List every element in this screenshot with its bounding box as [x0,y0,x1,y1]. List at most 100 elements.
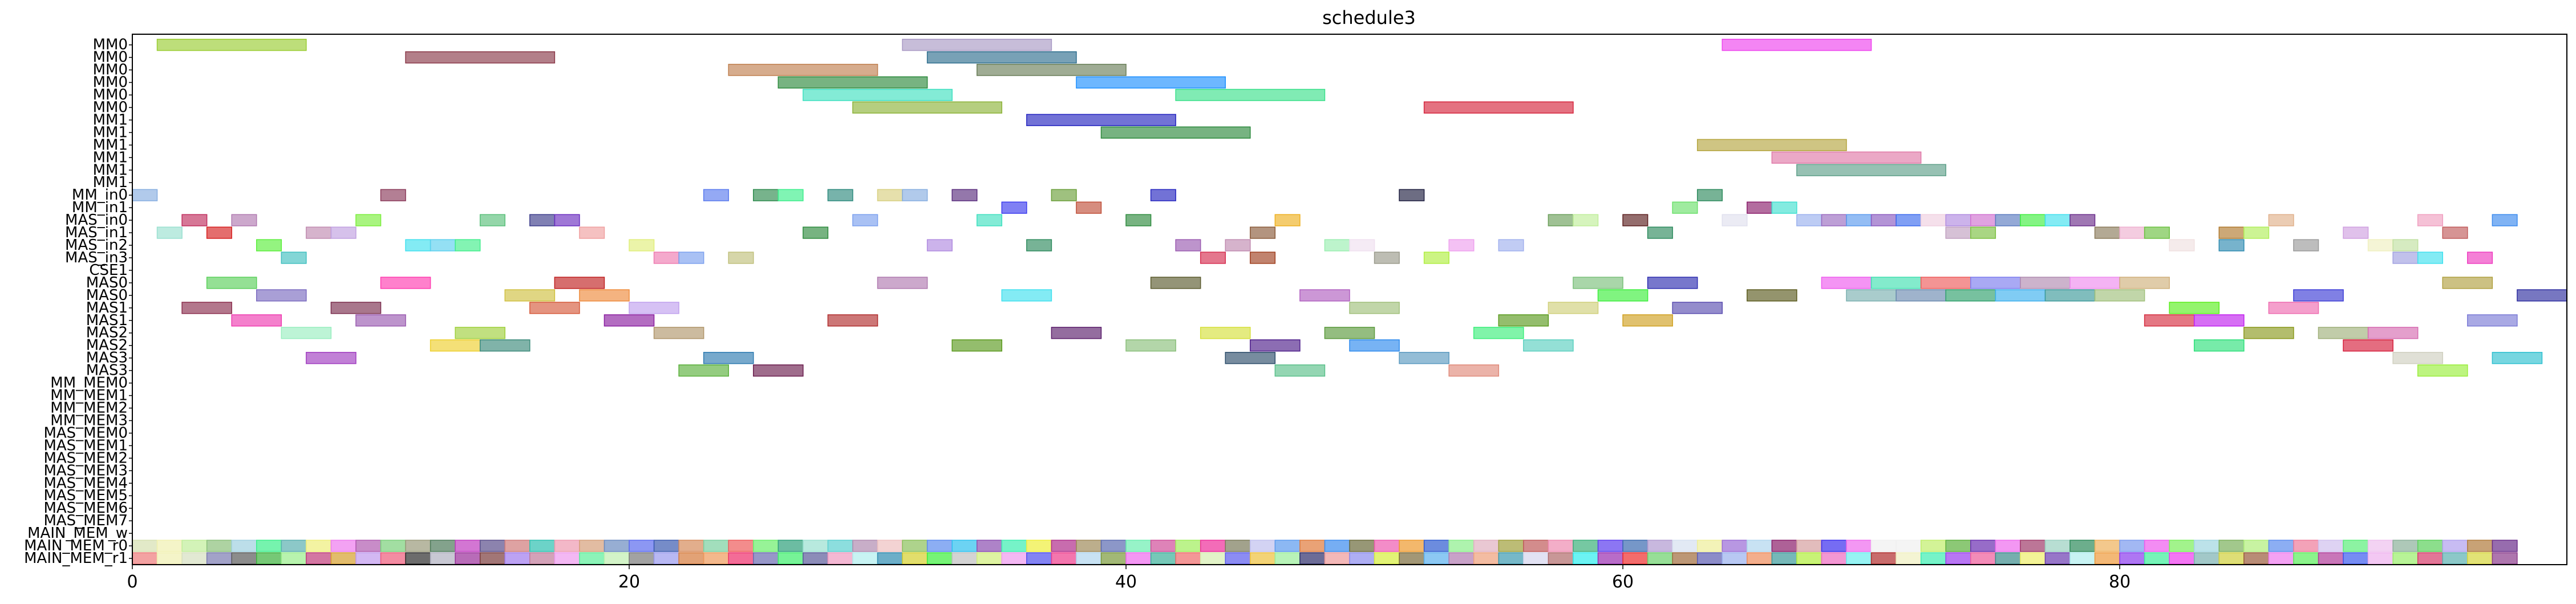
main-mem-block [306,552,332,565]
task-bar [2169,239,2195,252]
task-bar [1747,289,1797,302]
task-bar [1448,364,1500,377]
main-mem-block [1895,540,1922,552]
y-tick-label: MAS_MEM0 [43,424,128,441]
task-bar [1026,113,1176,127]
task-bar [1821,277,1872,289]
task-bar [231,314,282,327]
main-mem-bars [132,540,2518,565]
task-bar [2119,277,2170,289]
task-bar [877,277,928,289]
main-mem-block [430,540,456,552]
main-mem-block [1423,552,1449,565]
task-bar [604,314,655,327]
task-bar [306,352,357,364]
y-tick-label: MAS_MEM6 [43,500,128,517]
y-tick-label: MAS_MEM4 [43,475,128,492]
main-mem-block [1498,540,1524,552]
task-bar [1920,214,1946,226]
task-bar [1051,189,1077,201]
main-mem-block [455,540,481,552]
task-bar [902,39,1052,51]
main-mem-block [355,552,382,565]
task-bar [1771,201,1797,214]
main-mem-block [529,540,556,552]
main-mem-block [1523,552,1549,565]
task-bar [479,214,506,226]
main-mem-block [1696,540,1723,552]
main-mem-block [529,552,556,565]
main-mem-block [1870,540,1897,552]
main-mem-block [1821,540,1847,552]
y-tick-label: MM0 [93,62,128,79]
main-mem-block [504,540,530,552]
main-mem-block [1100,540,1127,552]
task-bar [2119,226,2145,239]
main-mem-block [1672,552,1698,565]
task-bar [2367,327,2419,339]
main-mem-block [2144,552,2170,565]
main-mem-block [1349,540,1375,552]
task-bar [2069,277,2120,289]
task-bar [529,302,580,314]
task-bar [1622,214,1649,226]
main-mem-block [902,552,928,565]
task-bar [529,214,556,226]
main-mem-block [2243,552,2270,565]
task-bar [554,214,580,226]
task-bar [1548,302,1599,314]
main-mem-block [2094,540,2120,552]
main-mem-block [1722,540,1748,552]
plot-frame [132,34,2567,565]
main-mem-block [653,552,679,565]
task-bar [1895,289,1946,302]
task-bar [1225,352,1276,364]
main-mem-block [1895,552,1922,565]
task-bar [1696,189,1723,201]
main-mem-block [1995,540,2021,552]
task-bar [1722,39,1872,51]
task-bar [629,239,655,252]
task-bar [231,214,257,226]
main-mem-block [1051,540,1077,552]
main-mem-block [156,540,183,552]
y-tick-label: MAS_MEM1 [43,437,128,454]
main-mem-block [1771,552,1797,565]
task-bar [777,76,928,89]
task-bar [2417,214,2443,226]
main-mem-block [2367,552,2393,565]
task-bar [2069,214,2096,226]
main-mem-block [554,540,580,552]
task-bar [1274,364,1326,377]
main-mem-block [1622,540,1649,552]
x-tick-label: 60 [1612,572,1634,592]
task-bar [1125,339,1176,352]
task-bar [753,189,779,201]
task-bar [1796,214,1822,226]
main-mem-block [1026,540,1052,552]
task-bar [156,226,183,239]
main-mem-block [703,540,729,552]
main-mem-block [1821,552,1847,565]
task-bar [2442,277,2493,289]
main-mem-block [2343,540,2369,552]
y-tick-label: MAS_MEM3 [43,462,128,479]
task-bar [1970,277,2021,289]
y-tick-label: MAS2 [86,325,128,342]
task-bar [653,252,679,264]
main-mem-block [827,552,853,565]
main-mem-block [1747,540,1773,552]
main-mem-block [2094,552,2120,565]
main-mem-block [2020,552,2046,565]
main-mem-block [2293,552,2319,565]
task-bar [579,289,630,302]
task-bar [1399,189,1425,201]
task-bar [355,214,382,226]
main-mem-block [926,540,953,552]
main-mem-block [1448,552,1475,565]
main-mem-block [2442,540,2468,552]
main-mem-block [1995,552,2021,565]
main-mem-block [1026,552,1052,565]
task-bar [827,189,853,201]
task-bar [1945,289,1996,302]
